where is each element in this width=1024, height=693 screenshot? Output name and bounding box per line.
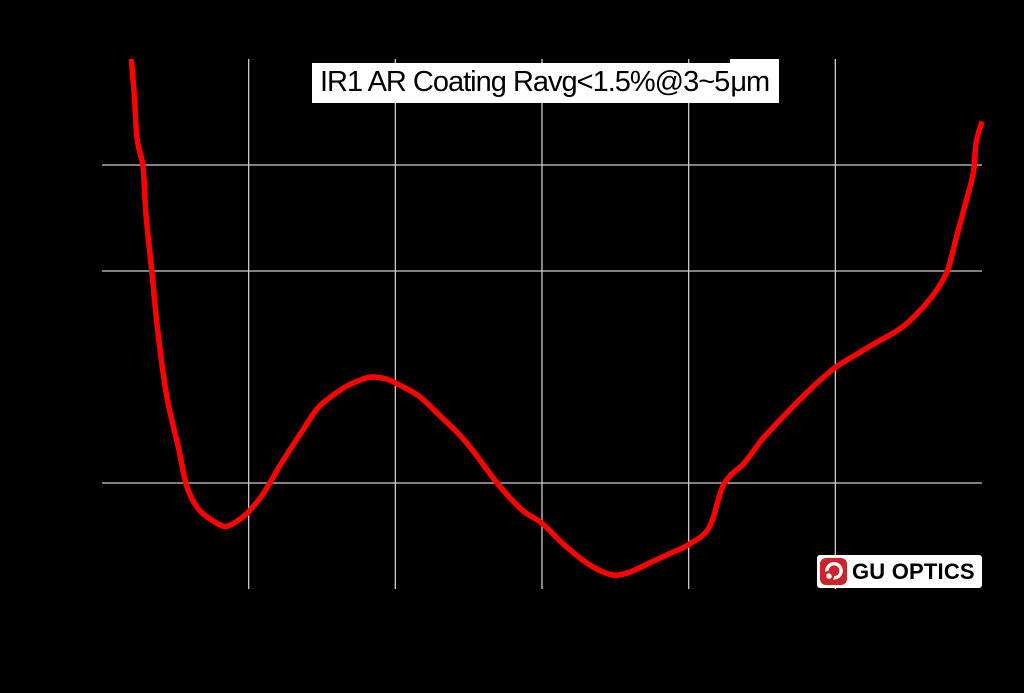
reflectance-curve xyxy=(128,58,985,578)
chart-title-text: IR1 AR Coating Ravg<1.5%@3~5 xyxy=(312,63,730,103)
chart-title: IR1 AR Coating Ravg<1.5%@3~5 μm xyxy=(312,59,780,103)
gu-optics-lens-icon xyxy=(820,558,847,585)
gu-optics-logo-text: GU OPTICS xyxy=(852,558,975,584)
gu-optics-logo: GU OPTICS xyxy=(817,555,982,588)
chart-title-unit: μm xyxy=(730,59,780,103)
